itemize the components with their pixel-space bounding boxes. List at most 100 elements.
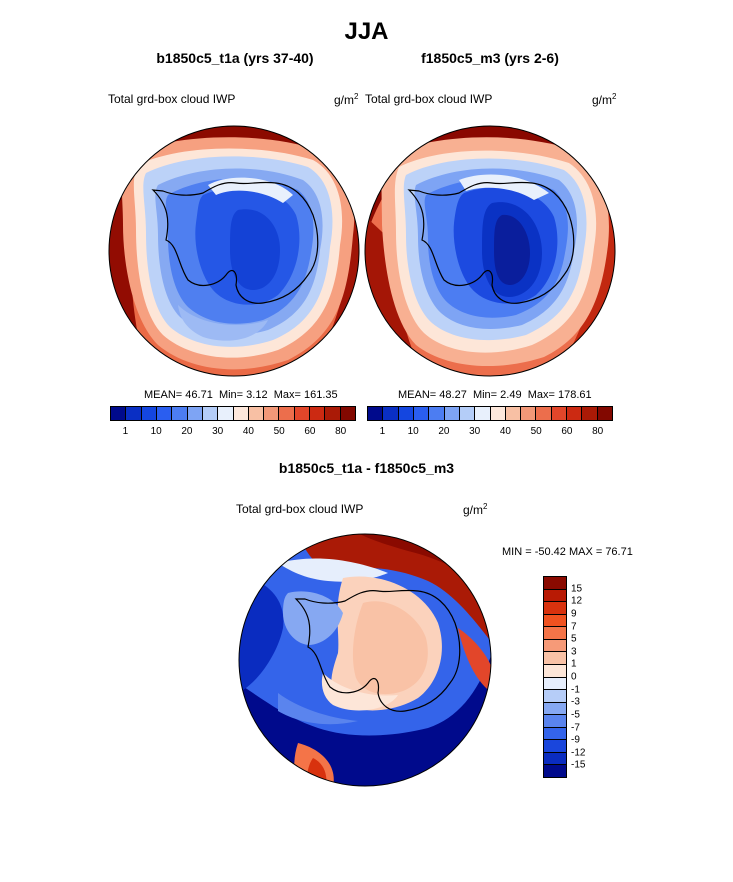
diff-colorbar-tick-label: -1 [571, 684, 580, 696]
diff-colorbar-tick-label: 12 [571, 595, 583, 607]
panel2-colorbar-ticks: 1 10 20 30 40 50 60 80 [367, 426, 613, 440]
panel2-stats: MEAN= 48.27 Min= 2.49 Max= 178.61 [398, 389, 592, 401]
diff-colorbar-swatch [544, 614, 566, 628]
panel1-colorbar-swatch [264, 407, 280, 420]
panel1-colorbar-tick-label: 50 [273, 426, 285, 437]
panel2-colorbar-tick-label: 10 [407, 426, 419, 437]
panel1-colorbar-swatch [279, 407, 295, 420]
diff-title: b1850c5_t1a - f1850c5_m3 [278, 460, 455, 476]
diff-colorbar-tick-label: 5 [571, 633, 577, 645]
panel1-colorbar-tick-label: 10 [150, 426, 162, 437]
panel2-colorbar-swatch [551, 407, 568, 420]
diff-colorbar-swatch [544, 589, 566, 603]
diff-field-label: Total grd-box cloud IWP [236, 502, 364, 516]
diff-colorbar-tick-label: -15 [571, 759, 586, 771]
panel2-colorbar-tick-label: 60 [561, 426, 573, 437]
panel2-colorbar-swatch [505, 407, 522, 420]
diff-colorbar-swatch [544, 664, 566, 678]
panel2-title: f1850c5_m3 (yrs 2-6) [421, 50, 559, 66]
diff-colorbar-swatch [544, 765, 566, 777]
diff-map [238, 533, 492, 787]
diff-colorbar-swatch [544, 715, 566, 728]
diff-colorbar-tick-label: 7 [571, 621, 577, 632]
diff-colorbar-tick-label: -12 [571, 747, 586, 759]
panel2-colorbar-swatch [429, 407, 445, 420]
figure-title: JJA [344, 18, 389, 45]
diff-colorbar-swatch [544, 677, 566, 691]
panel1-colorbar-swatch [248, 407, 265, 420]
panel1-colorbar-swatch [340, 407, 355, 420]
diff-colorbar-tick-label: 0 [571, 671, 577, 683]
diff-colorbar-tick-label: 3 [571, 646, 577, 658]
panel1-colorbar-swatch [172, 407, 188, 420]
panel2-colorbar-swatch [383, 407, 399, 420]
diff-colorbar-swatch [544, 727, 566, 741]
diff-minmax: MIN = -50.42 MAX = 76.71 [502, 546, 633, 558]
panel2-colorbar-swatch [413, 407, 430, 420]
panel1-colorbar-tick-label: 40 [242, 426, 254, 437]
panel2-colorbar-tick-label: 40 [499, 426, 511, 437]
panel2-colorbar-swatch [475, 407, 491, 420]
panel1-units: g/m2 [334, 92, 359, 107]
diff-colorbar-swatch [544, 690, 566, 703]
panel1-colorbar-tick-label: 20 [181, 426, 193, 437]
panel2-colorbar-swatch [490, 407, 506, 420]
panel1-colorbar-swatch [202, 407, 219, 420]
panel1-colorbar-swatch [126, 407, 142, 420]
panel1-colorbar-swatch [325, 407, 341, 420]
diff-colorbar-tick-label: -5 [571, 709, 580, 721]
diff-colorbar-swatch [544, 627, 566, 640]
diff-units: g/m2 [463, 502, 488, 517]
diff-colorbar [543, 576, 567, 778]
panel1-colorbar-tick-label: 80 [335, 426, 347, 437]
panel1-colorbar-swatch [111, 407, 127, 420]
panel1-map [108, 125, 360, 377]
panel1-colorbar-swatch [233, 407, 249, 420]
panel2-colorbar-swatch [582, 407, 598, 420]
panel2-colorbar-tick-label: 80 [592, 426, 604, 437]
diff-colorbar-tick-label: 15 [571, 583, 583, 595]
panel2-colorbar-swatch [536, 407, 552, 420]
panel2-colorbar-swatch [521, 407, 537, 420]
diff-colorbar-swatch [544, 752, 566, 766]
panel1-colorbar-tick-label: 60 [304, 426, 316, 437]
panel1-stats: MEAN= 46.71 Min= 3.12 Max= 161.35 [144, 389, 338, 401]
panel1-colorbar-swatch [141, 407, 157, 420]
diff-colorbar-tick-label: 9 [571, 608, 577, 620]
panel2-colorbar-tick-label: 50 [530, 426, 542, 437]
panel2-colorbar-swatch [567, 407, 583, 420]
panel2-colorbar-tick-label: 30 [469, 426, 481, 437]
diff-colorbar-swatch [544, 602, 566, 615]
diff-colorbar-swatch [544, 577, 566, 590]
panel1-colorbar-swatch [218, 407, 234, 420]
diff-colorbar-swatch [544, 639, 566, 653]
panel2-colorbar-swatch [444, 407, 460, 420]
panel2-field-label: Total grd-box cloud IWP [365, 92, 493, 106]
panel2-colorbar [367, 406, 613, 421]
panel1-colorbar-ticks: 1 10 20 30 40 50 60 80 [110, 426, 356, 440]
panel2-colorbar-swatch [597, 407, 612, 420]
panel2-colorbar-tick-label: 1 [379, 426, 386, 437]
diff-colorbar-tick-label: -7 [571, 722, 580, 733]
panel1-colorbar-swatch [156, 407, 173, 420]
panel2-colorbar-swatch [459, 407, 476, 420]
diff-colorbar-swatch [544, 652, 566, 665]
diff-colorbar-swatch [544, 740, 566, 753]
diff-colorbar-swatch [544, 702, 566, 716]
panel1-field-label: Total grd-box cloud IWP [108, 92, 236, 106]
panel1-colorbar-tick-label: 1 [122, 426, 129, 437]
panel1-colorbar-swatch [310, 407, 326, 420]
panel2-colorbar-tick-label: 20 [438, 426, 450, 437]
panel1-colorbar-tick-label: 30 [212, 426, 224, 437]
diff-colorbar-ticks: 15 12 9 7 5 3 1 0 -1 -3 -5 -7 -9 -12 -15 [571, 576, 611, 778]
panel1-colorbar-swatch [187, 407, 203, 420]
panel2-colorbar-swatch [368, 407, 384, 420]
diff-colorbar-tick-label: 1 [571, 658, 577, 670]
panel1-colorbar-swatch [294, 407, 311, 420]
panel1-colorbar [110, 406, 356, 421]
panel2-map [364, 125, 616, 377]
diff-colorbar-tick-label: -9 [571, 734, 580, 746]
panel1-title: b1850c5_t1a (yrs 37-40) [156, 50, 314, 66]
diff-colorbar-tick-label: -3 [571, 696, 580, 708]
panel2-colorbar-swatch [398, 407, 414, 420]
